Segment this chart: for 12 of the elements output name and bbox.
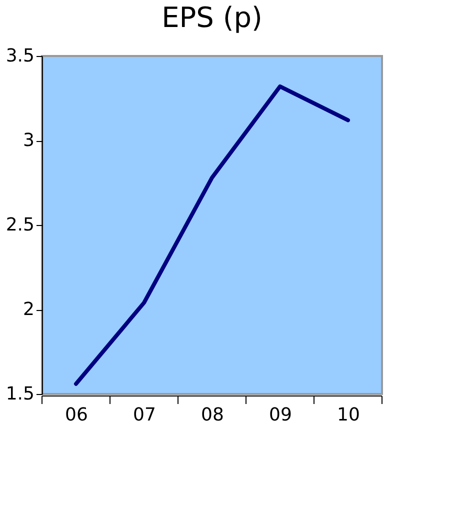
- x-tick-label: 09: [269, 404, 292, 426]
- y-tick-label: 3.5: [6, 46, 34, 66]
- y-tick-label: 1.5: [6, 384, 34, 404]
- y-tick-label: 2.5: [6, 214, 34, 236]
- chart-title: EPS (p): [162, 1, 262, 34]
- y-tick-label: 3: [23, 130, 34, 151]
- x-tick-label: 07: [133, 404, 156, 426]
- x-tick-label: 10: [337, 404, 360, 426]
- line-series: [74, 84, 350, 386]
- y-tick-label: 2: [23, 299, 34, 320]
- x-tick-label: 06: [65, 404, 88, 426]
- x-tick-label: 08: [201, 404, 224, 426]
